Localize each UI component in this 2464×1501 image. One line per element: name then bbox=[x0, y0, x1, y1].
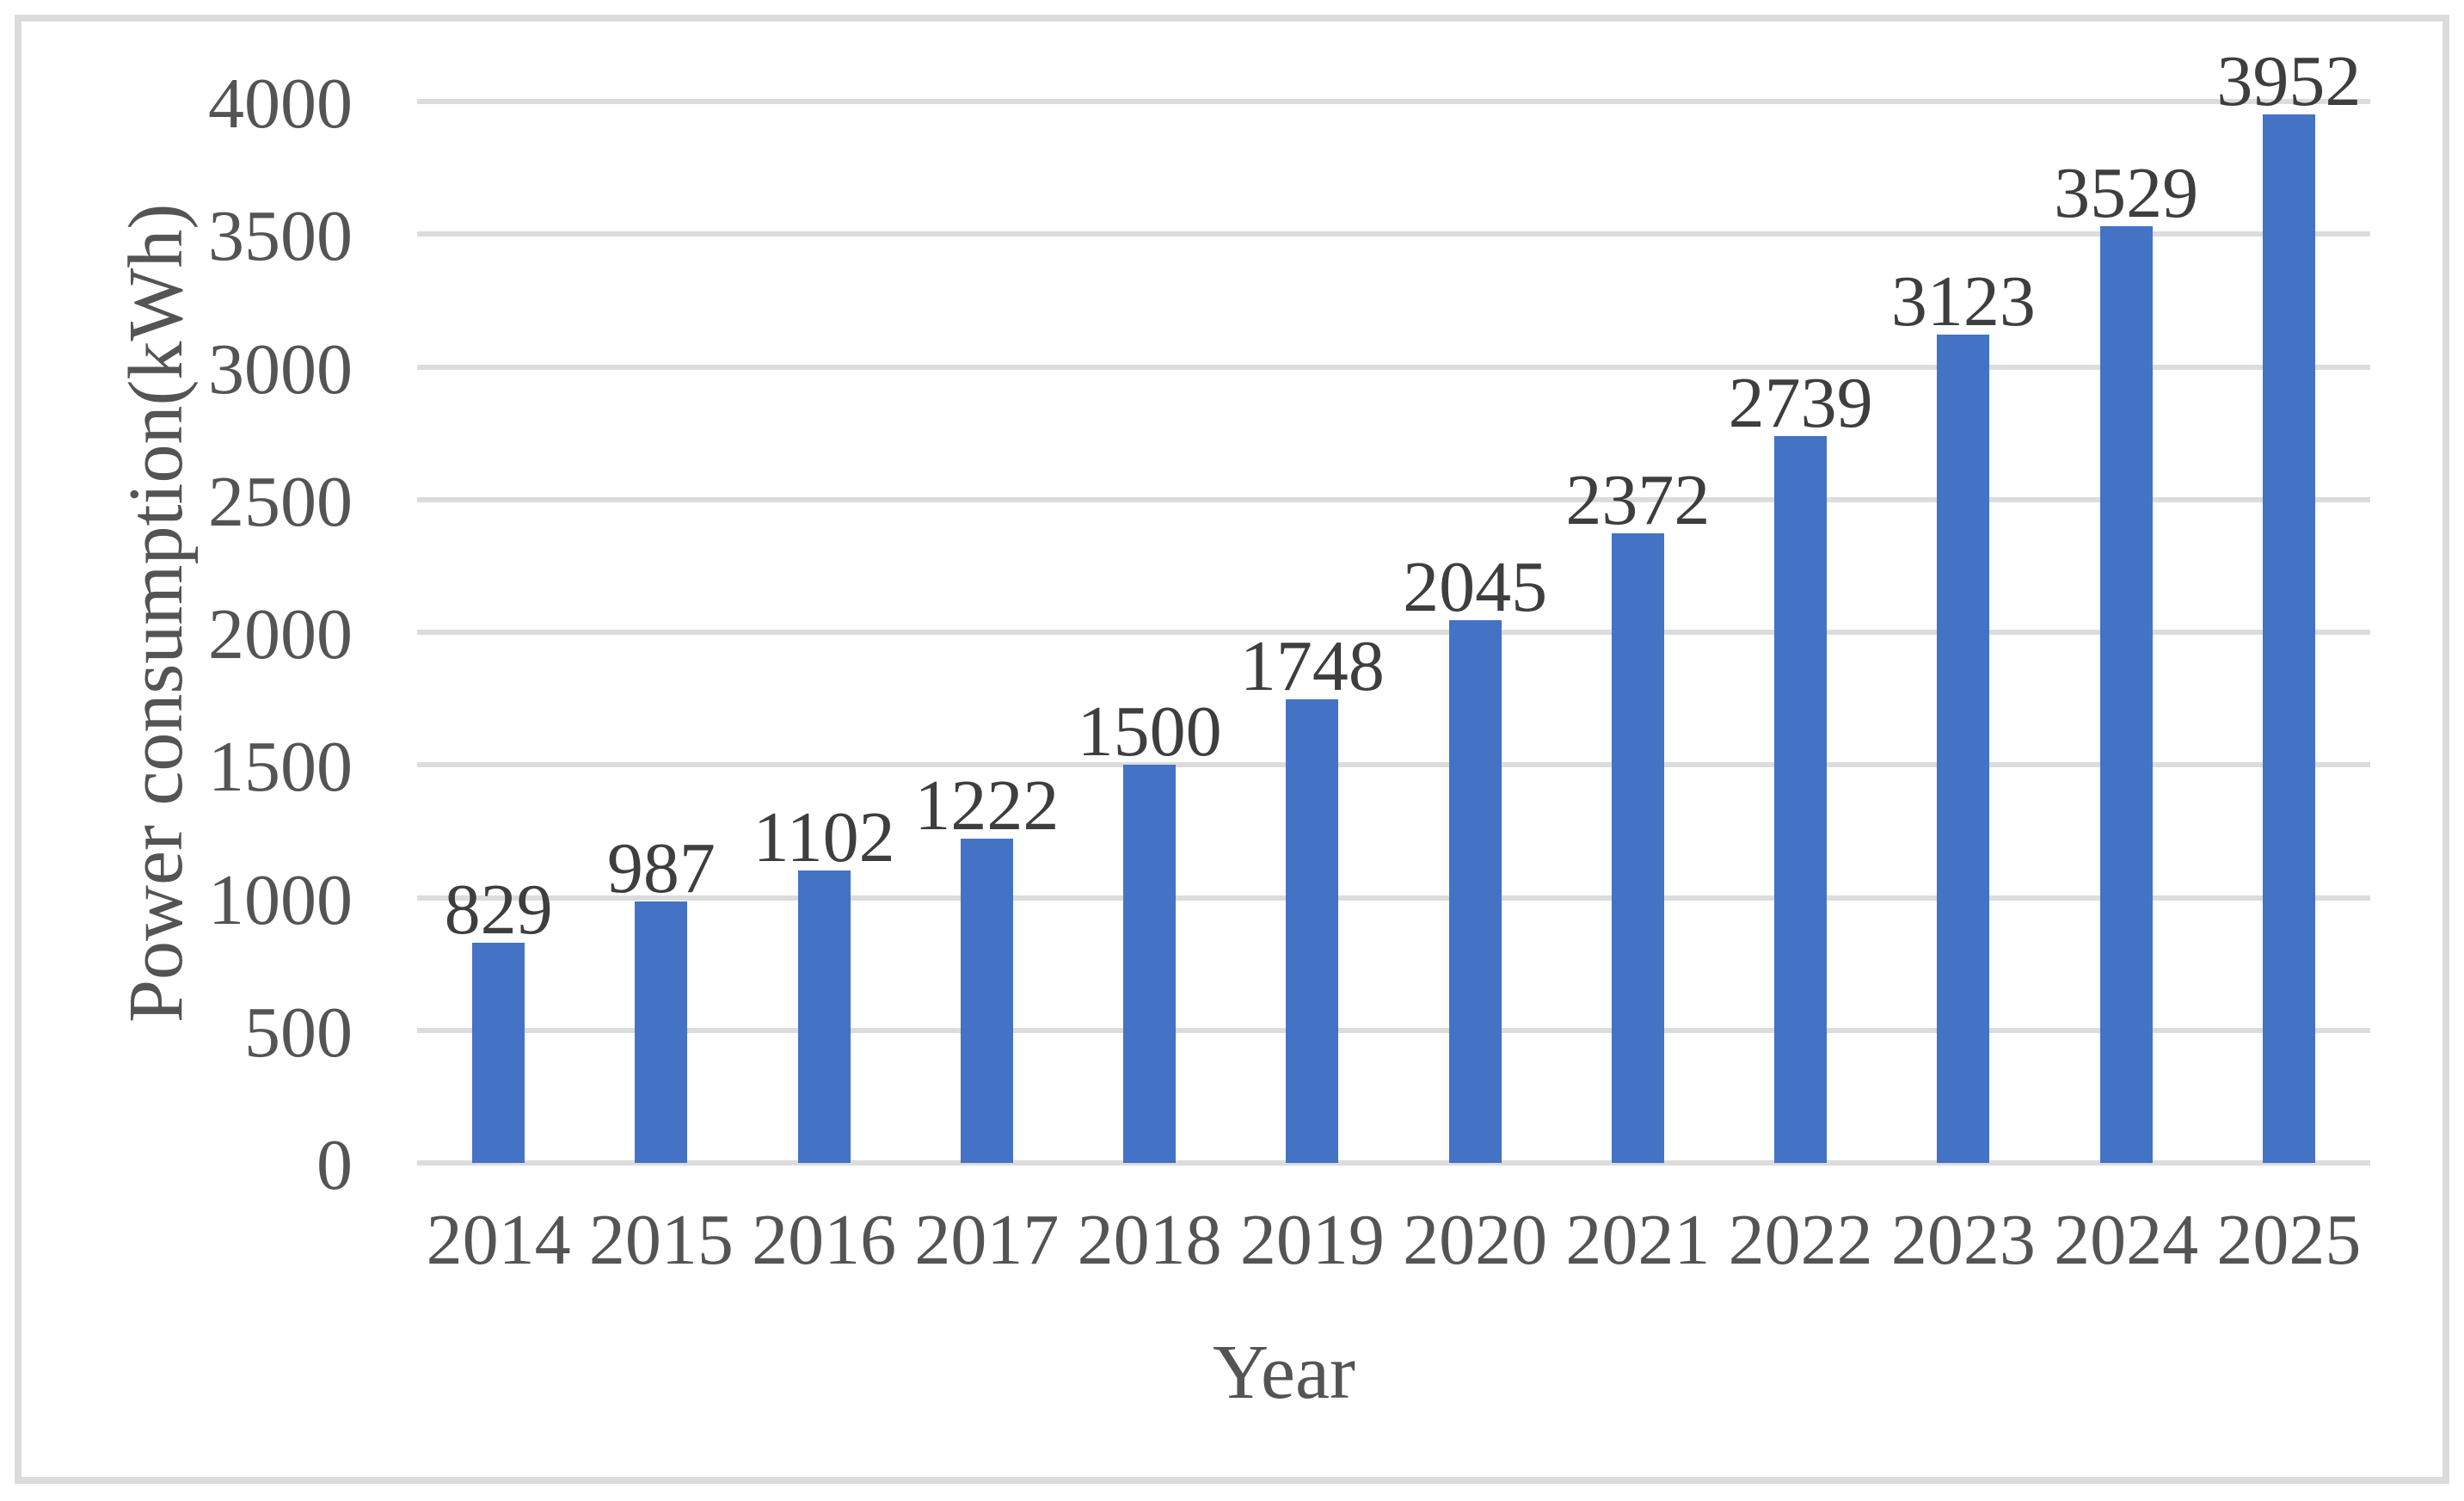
bar-slot-2020: 2045 bbox=[1394, 102, 1557, 1163]
bar-slot-2016: 1102 bbox=[743, 102, 906, 1163]
bar-slot-2019: 1748 bbox=[1231, 102, 1393, 1163]
gridline-0 bbox=[417, 1160, 2370, 1166]
bar-slot-2014: 829 bbox=[417, 102, 580, 1163]
gridline-1500 bbox=[417, 762, 2370, 768]
gridline-2000 bbox=[417, 630, 2370, 635]
bar-2020 bbox=[1448, 620, 1502, 1163]
bar-2014 bbox=[472, 943, 525, 1163]
y-tick-label-3500: 3500 bbox=[208, 196, 353, 277]
bar-slot-2017: 1222 bbox=[906, 102, 1068, 1163]
bar-slot-2018: 1500 bbox=[1068, 102, 1231, 1163]
bar-2021 bbox=[1611, 533, 1664, 1163]
data-label-2017: 1222 bbox=[914, 766, 1060, 846]
x-tick-label-2016: 2016 bbox=[752, 1200, 897, 1280]
y-tick-label-3000: 3000 bbox=[208, 329, 353, 409]
x-tick-label-2020: 2020 bbox=[1403, 1200, 1548, 1280]
data-label-2019: 1748 bbox=[1239, 625, 1385, 706]
x-axis-title: Year bbox=[1213, 1330, 1355, 1415]
data-label-2020: 2045 bbox=[1403, 547, 1548, 628]
y-tick-label-0: 0 bbox=[316, 1125, 353, 1205]
bar-2019 bbox=[1286, 698, 1339, 1163]
bar-2023 bbox=[1937, 334, 1990, 1163]
bar-2016 bbox=[797, 870, 851, 1163]
gridline-2500 bbox=[417, 496, 2370, 502]
data-label-2022: 2739 bbox=[1728, 363, 1873, 444]
y-tick-label-4000: 4000 bbox=[208, 64, 353, 144]
x-tick-label-2019: 2019 bbox=[1239, 1200, 1385, 1280]
data-label-2021: 2372 bbox=[1565, 460, 1711, 541]
y-tick-label-2000: 2000 bbox=[208, 594, 353, 674]
x-tick-label-2021: 2021 bbox=[1565, 1200, 1711, 1280]
gridline-1000 bbox=[417, 895, 2370, 901]
y-tick-label-1000: 1000 bbox=[208, 859, 353, 940]
x-tick-label-2022: 2022 bbox=[1728, 1200, 1873, 1280]
bar-slot-2015: 987 bbox=[580, 102, 742, 1163]
x-tick-label-2018: 2018 bbox=[1077, 1200, 1222, 1280]
data-label-2023: 3123 bbox=[1890, 261, 2036, 341]
bar-2015 bbox=[635, 901, 688, 1163]
data-label-2016: 1102 bbox=[753, 797, 895, 878]
gridline-500 bbox=[417, 1027, 2370, 1033]
bar-slot-2024: 3529 bbox=[2045, 102, 2208, 1163]
bar-slot-2021: 2372 bbox=[1557, 102, 1719, 1163]
x-tick-label-2023: 2023 bbox=[1890, 1200, 2036, 1280]
y-tick-label-1500: 1500 bbox=[208, 727, 353, 808]
x-tick-label-2014: 2014 bbox=[426, 1200, 571, 1280]
x-tick-label-2017: 2017 bbox=[914, 1200, 1060, 1280]
bar-2022 bbox=[1774, 436, 1828, 1163]
x-axis-tick-labels: 2014 2015 2016 2017 2018 2019 2020 2021 2022 2023… bbox=[417, 1163, 2370, 1276]
bar-2018 bbox=[1123, 765, 1177, 1163]
data-label-2015: 987 bbox=[606, 827, 716, 908]
data-label-2014: 829 bbox=[444, 870, 553, 950]
y-tick-label-2500: 2500 bbox=[208, 461, 353, 542]
gridline-4000 bbox=[417, 99, 2370, 104]
bar-2024 bbox=[2099, 226, 2153, 1163]
x-tick-label-2025: 2025 bbox=[2216, 1200, 2362, 1280]
bar-slot-2025: 3952 bbox=[2208, 45, 2370, 1163]
plot-area: 829 987 1102 1222 1500 1748 2045 2372 2739 3123 35… bbox=[417, 45, 2370, 1166]
y-axis-tick-labels: 0 500 1000 1500 2000 2500 3000 3500 4000 bbox=[0, 68, 353, 1202]
bar-2025 bbox=[2262, 114, 2315, 1163]
bar-slot-2023: 3123 bbox=[1882, 102, 2044, 1163]
data-label-2024: 3529 bbox=[2054, 153, 2199, 234]
y-tick-label-500: 500 bbox=[244, 992, 353, 1073]
data-label-2025: 3952 bbox=[2216, 40, 2362, 121]
bar-series: 829 987 1102 1222 1500 1748 2045 2372 2739 3123 35… bbox=[417, 45, 2370, 1163]
gridline-3500 bbox=[417, 231, 2370, 237]
x-tick-label-2024: 2024 bbox=[2054, 1200, 2199, 1280]
bar-2017 bbox=[960, 839, 1013, 1163]
gridline-3000 bbox=[417, 364, 2370, 370]
x-tick-label-2015: 2015 bbox=[588, 1200, 734, 1280]
bar-slot-2022: 2739 bbox=[1719, 102, 1882, 1163]
data-label-2018: 1500 bbox=[1077, 692, 1222, 772]
